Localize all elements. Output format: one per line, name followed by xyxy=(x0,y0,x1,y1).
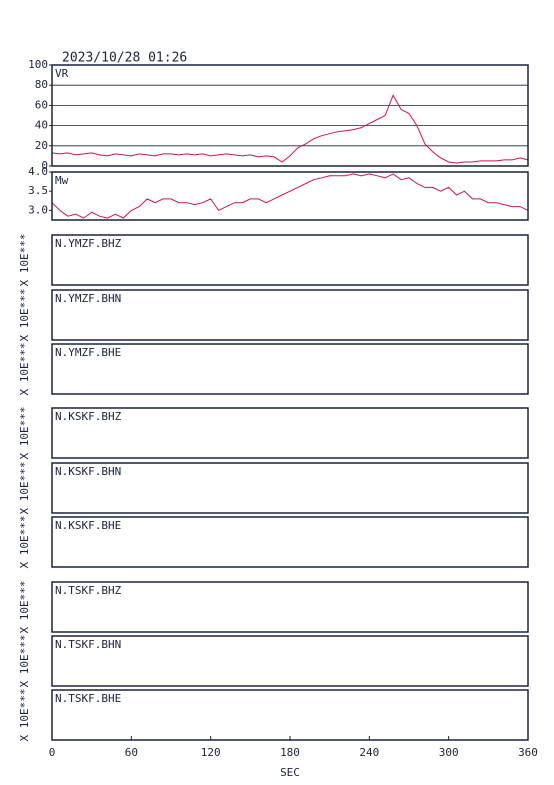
waveform-panel xyxy=(51,516,529,568)
amplitude-label: X 10E*** xyxy=(18,462,31,515)
station-label: N.KSKF.BHZ xyxy=(55,410,122,423)
x-tick-label: 300 xyxy=(439,746,459,759)
amplitude-label: X 10E*** xyxy=(18,689,31,742)
station-label: N.KSKF.BHN xyxy=(55,465,121,478)
amplitude-label: X 10E*** xyxy=(18,581,31,634)
waveform-panel xyxy=(51,289,529,341)
panel-label: VR xyxy=(55,67,69,80)
y-tick-label: 4.0 xyxy=(28,165,48,178)
y-tick-label: 80 xyxy=(35,78,48,91)
waveform-panel xyxy=(51,635,529,687)
waveform-panel xyxy=(51,581,529,633)
station-label: N.TSKF.BHN xyxy=(55,638,121,651)
station-label: N.YMZF.BHZ xyxy=(55,237,122,250)
x-tick-label: 360 xyxy=(518,746,538,759)
amplitude-label: X 10E*** xyxy=(18,343,31,396)
x-tick-label: 240 xyxy=(359,746,379,759)
y-tick-label: 0 xyxy=(41,159,48,172)
panel-frame xyxy=(51,64,529,167)
panel-frame xyxy=(51,171,529,221)
waveform-panel xyxy=(51,407,529,459)
x-tick-label: 120 xyxy=(201,746,221,759)
waveform-panel xyxy=(51,462,529,514)
data-line xyxy=(51,94,529,164)
x-axis-label: SEC xyxy=(280,766,300,779)
panel-label: Mw xyxy=(55,174,69,187)
y-tick-label: 3.0 xyxy=(28,203,48,216)
station-label: N.YMZF.BHN xyxy=(55,292,121,305)
station-label: N.YMZF.BHE xyxy=(55,346,121,359)
y-tick-label: 100 xyxy=(28,58,48,71)
amplitude-label: X 10E*** xyxy=(18,289,31,342)
data-line xyxy=(51,173,529,219)
amplitude-label: X 10E*** xyxy=(18,407,31,460)
y-tick-label: 20 xyxy=(35,139,48,152)
station-label: N.KSKF.BHE xyxy=(55,519,121,532)
waveform-panel xyxy=(51,689,529,741)
station-label: N.TSKF.BHE xyxy=(55,692,121,705)
y-tick-label: 60 xyxy=(35,98,48,111)
y-tick-label: 40 xyxy=(35,119,48,132)
x-tick-label: 180 xyxy=(280,746,300,759)
plot-title: 2023/10/28 01:26 xyxy=(62,51,187,66)
waveform-panel xyxy=(51,343,529,395)
station-label: N.TSKF.BHZ xyxy=(55,584,122,597)
y-tick-label: 3.5 xyxy=(28,184,48,197)
waveform-panel xyxy=(51,234,529,286)
amplitude-label: X 10E*** xyxy=(18,516,31,569)
x-tick-label: 0 xyxy=(49,746,56,759)
amplitude-label: X 10E*** xyxy=(18,234,31,287)
x-tick-label: 60 xyxy=(125,746,138,759)
amplitude-label: X 10E*** xyxy=(18,635,31,688)
